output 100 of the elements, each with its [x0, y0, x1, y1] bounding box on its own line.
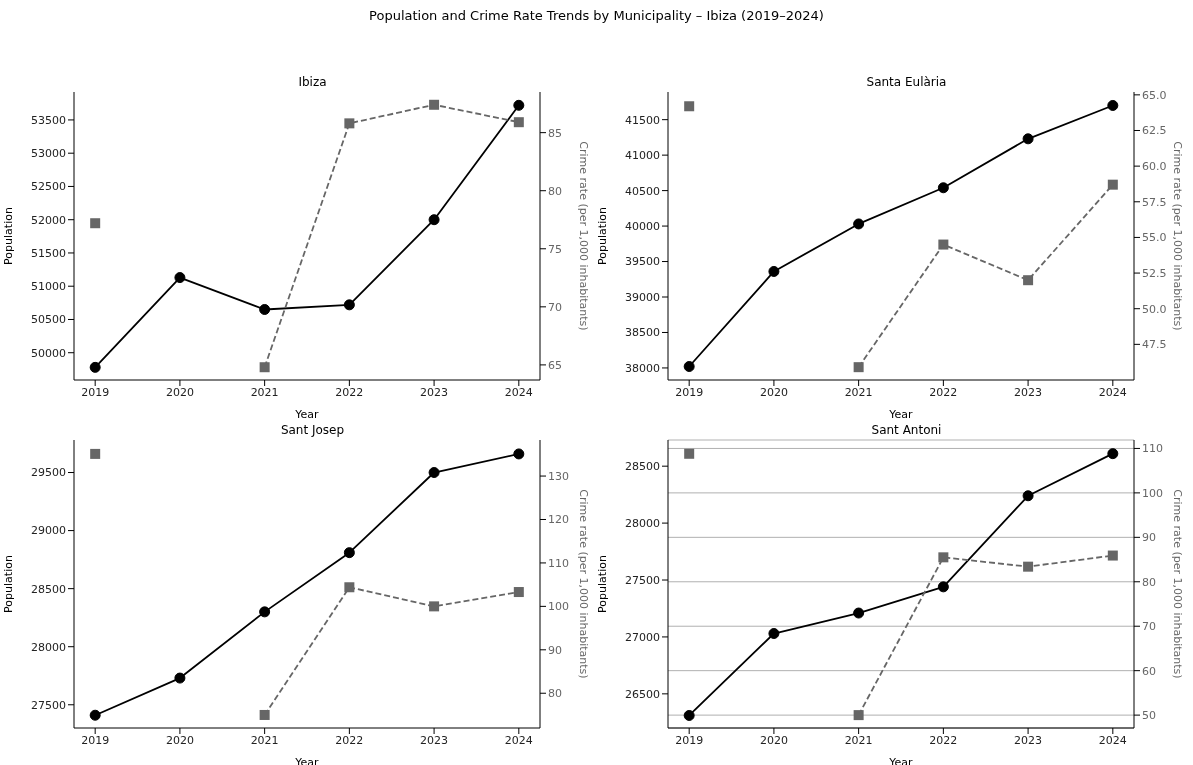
y-tick-label: 29500: [31, 466, 66, 480]
point: [853, 362, 864, 373]
x-tick-label: 2022: [335, 385, 364, 399]
y2-tick-label: 65: [548, 358, 562, 372]
chart-title: Sant Antoni: [870, 422, 943, 438]
point: [429, 99, 440, 110]
x-tick-label: 2020: [759, 733, 788, 747]
point: [1107, 550, 1118, 561]
y-tick-label: 27500: [625, 573, 660, 587]
y2-tick-label: 80: [548, 184, 562, 198]
y2-tick-label: 50.0: [1142, 302, 1167, 316]
y2-tick-label: 90: [1142, 531, 1156, 545]
y2-tick-label: 70: [548, 300, 562, 314]
y2-tick-label: 60.0: [1142, 160, 1167, 174]
point: [1107, 179, 1118, 190]
y-tick-label: 28000: [625, 517, 660, 530]
x-tick-label: 2021: [250, 385, 279, 399]
point: [429, 601, 440, 612]
point: [513, 117, 524, 128]
chart-title: Sant Josep: [279, 422, 346, 438]
point: [259, 709, 270, 720]
point: [937, 182, 949, 194]
y2-axis-title: Crime rate (per 1,000 inhabitants): [1171, 141, 1185, 331]
point: [1022, 490, 1034, 502]
point: [513, 99, 525, 111]
point: [174, 272, 186, 284]
point: [938, 552, 949, 563]
y2-tick-label: 110: [548, 556, 569, 570]
x-tick-label: 2023: [1014, 385, 1043, 399]
y2-tick-label: 100: [1142, 486, 1163, 500]
y-axis-title: Population: [595, 207, 609, 265]
y-tick-label: 27500: [31, 698, 66, 712]
point: [1107, 99, 1119, 111]
point: [1107, 448, 1119, 460]
y2-tick-label: 60: [1142, 664, 1156, 678]
y2-tick-label: 75: [548, 242, 562, 256]
y2-tick-label: 55.0: [1142, 231, 1167, 245]
x-tick-label: 2023: [1014, 733, 1043, 747]
x-tick-label: 2023: [420, 385, 449, 399]
x-tick-label: 2021: [844, 733, 873, 747]
y2-axis-title: Crime rate (per 1,000 inhabitants): [577, 141, 591, 331]
y2-tick-label: 130: [548, 469, 569, 483]
y2-axis-title: Crime rate (per 1,000 inhabitants): [1171, 489, 1185, 679]
x-tick-label: 2020: [165, 385, 194, 399]
y2-tick-label: 47.5: [1142, 338, 1167, 352]
y2-tick-label: 80: [548, 687, 562, 701]
x-tick-label: 2019: [675, 385, 704, 399]
y-tick-label: 51500: [31, 246, 66, 260]
point: [90, 218, 101, 229]
x-tick-label: 2021: [844, 385, 873, 399]
chart-title: Santa Eulària: [865, 74, 948, 90]
point: [1023, 275, 1034, 286]
x-tick-label: 2022: [929, 385, 958, 399]
y2-axis-title: Crime rate (per 1,000 inhabitants): [577, 489, 591, 679]
y-tick-label: 38000: [625, 361, 660, 375]
text: Population and Crime Rate Trends by Municipality – Ibiza (2019–2024): [368, 8, 825, 23]
y2-tick-label: 80: [1142, 575, 1156, 589]
y2-tick-label: 120: [548, 513, 569, 527]
point: [513, 587, 524, 598]
y-tick-label: 52000: [31, 213, 66, 227]
y-tick-label: 52500: [31, 180, 66, 194]
y-tick-label: 39000: [625, 290, 660, 304]
point: [259, 362, 270, 373]
point: [683, 361, 695, 373]
x-tick-label: 2024: [504, 385, 533, 399]
x-tick-label: 2024: [1098, 733, 1127, 747]
y2-tick-label: 62.5: [1142, 124, 1167, 138]
point: [768, 265, 780, 277]
point: [344, 582, 355, 593]
x-tick-label: 2022: [335, 733, 364, 747]
point: [343, 299, 355, 311]
x-axis-title: Year: [888, 408, 914, 421]
point: [89, 361, 101, 373]
chart-title: Ibiza: [297, 74, 328, 90]
point: [768, 628, 780, 640]
point: [428, 467, 440, 479]
point: [853, 710, 864, 721]
x-tick-label: 2019: [81, 733, 110, 747]
x-axis-title: Year: [294, 408, 320, 421]
point: [853, 607, 865, 619]
point: [683, 709, 695, 721]
x-tick-label: 2020: [759, 385, 788, 399]
y-tick-label: 29000: [31, 524, 66, 538]
y-tick-label: 28500: [625, 460, 660, 474]
x-tick-label: 2023: [420, 733, 449, 747]
y-tick-label: 38500: [625, 326, 660, 340]
y-tick-label: 53000: [31, 147, 66, 161]
point: [513, 448, 525, 460]
x-tick-label: 2022: [929, 733, 958, 747]
y2-tick-label: 50: [1142, 709, 1156, 723]
point: [90, 448, 101, 459]
point: [684, 448, 695, 459]
x-tick-label: 2021: [250, 733, 279, 747]
x-tick-label: 2020: [165, 733, 194, 747]
y2-tick-label: 110: [1142, 442, 1163, 456]
y-axis-title: Population: [1, 207, 15, 265]
x-tick-label: 2024: [504, 733, 533, 747]
point: [344, 118, 355, 129]
point: [938, 239, 949, 250]
point: [259, 304, 271, 315]
